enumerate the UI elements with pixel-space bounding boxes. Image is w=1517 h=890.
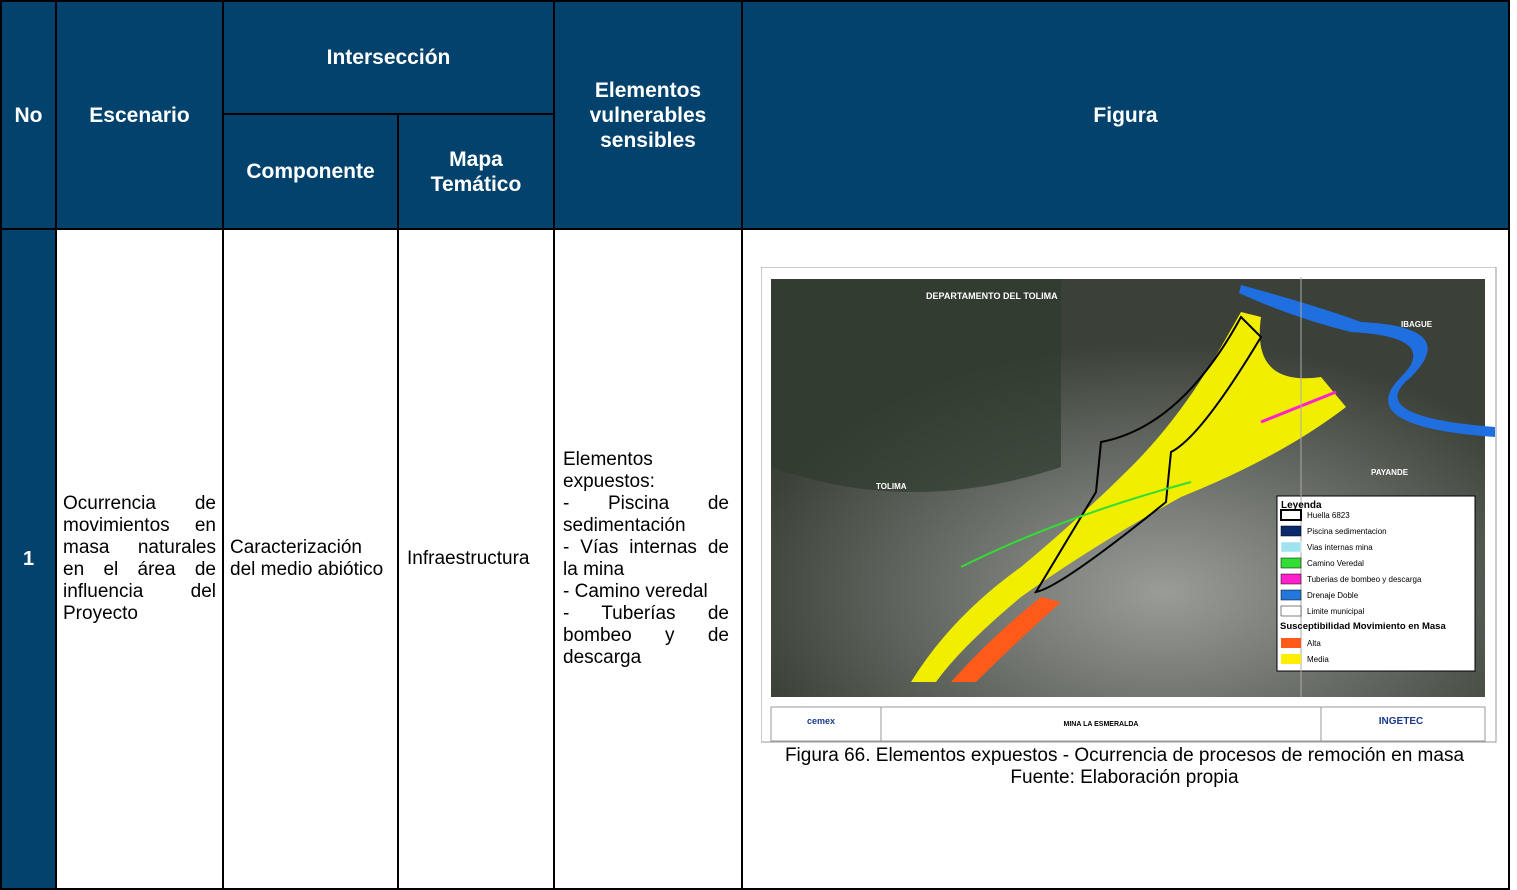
cell-componente: Caracterización del medio abiótico — [224, 230, 399, 890]
title-block: INGETEC — [1379, 716, 1423, 727]
elemento: - Tuberías de bombeo y de descarga — [563, 603, 729, 668]
cell-escenario: Ocurrencia de movimientos en masa natura… — [57, 230, 224, 890]
header-no: No — [0, 0, 57, 230]
header-elementos: Elementos vulnerables sensibles — [555, 0, 743, 230]
header-interseccion: Intersección — [224, 0, 555, 115]
elemento: Elementos expuestos: — [563, 449, 655, 492]
legend-label: Huella 6823 — [1307, 511, 1350, 520]
legend-title: Leyenda — [1281, 500, 1322, 511]
map-label: DEPARTAMENTO DEL TOLIMA — [926, 291, 1058, 301]
legend-swatch — [1280, 573, 1302, 585]
legend-swatch — [1280, 589, 1302, 601]
elementos-list: Elementos expuestos: - Piscina de sedimen… — [563, 449, 729, 669]
legend-label: Media — [1307, 655, 1329, 664]
elemento: - Vías internas de la mina — [563, 537, 729, 580]
cell-elementos: Elementos expuestos: - Piscina de sedimen… — [555, 230, 743, 890]
map-label: TOLIMA — [876, 482, 907, 491]
source: Fuente: Elaboración propia — [1010, 767, 1239, 788]
caption: Figura 66. Elementos expuestos - Ocurren… — [784, 745, 1465, 766]
legend-label: Tuberias de bombeo y descarga — [1307, 575, 1422, 584]
legend-swatch — [1281, 638, 1301, 648]
header-figura: Figura — [743, 0, 1510, 230]
row-no: 1 — [0, 230, 57, 890]
title-block: cemex — [807, 716, 835, 726]
mapa-text: Infraestructura — [407, 548, 530, 569]
header-componente: Componente — [224, 115, 399, 230]
legend-label: Limite municipal — [1307, 607, 1365, 616]
legend-swatch — [1280, 509, 1302, 521]
header-escenario: Escenario — [57, 0, 224, 230]
title-block: MINA LA ESMERALDA — [1064, 721, 1139, 728]
elemento: - Camino veredal — [563, 581, 708, 602]
legend-label: Drenaje Doble — [1307, 591, 1359, 600]
cell-figura: DEPARTAMENTO DEL TOLIMA IBAGUE TOLIMA PA… — [743, 230, 1510, 890]
figure-caption: Figura 66. Elementos expuestos - Ocurren… — [743, 745, 1506, 789]
legend-label: Vias internas mina — [1307, 543, 1373, 552]
legend-label: Alta — [1307, 639, 1321, 648]
cell-mapa: Infraestructura — [399, 230, 555, 890]
header-mapa: Mapa Temático — [399, 115, 555, 230]
escenario-text: Ocurrencia de movimientos en masa natura… — [63, 493, 216, 624]
legend-swatch — [1280, 525, 1302, 537]
legend-swatch — [1280, 557, 1302, 569]
componente-text: Caracterización del medio abiótico — [230, 537, 384, 580]
map-figure: DEPARTAMENTO DEL TOLIMA IBAGUE TOLIMA PA… — [761, 267, 1497, 743]
legend-swatch — [1280, 541, 1302, 553]
legend-swatch — [1280, 605, 1302, 617]
legend-subtitle: Susceptibilidad Movimiento en Masa — [1280, 621, 1446, 632]
legend-swatch — [1281, 654, 1301, 664]
legend-label: Piscina sedimentacion — [1307, 527, 1387, 536]
elemento: - Piscina de sedimentación — [563, 493, 729, 536]
legend-label: Camino Veredal — [1307, 559, 1364, 568]
map-label: IBAGUE — [1401, 320, 1433, 329]
map-label: PAYANDE — [1371, 468, 1409, 477]
